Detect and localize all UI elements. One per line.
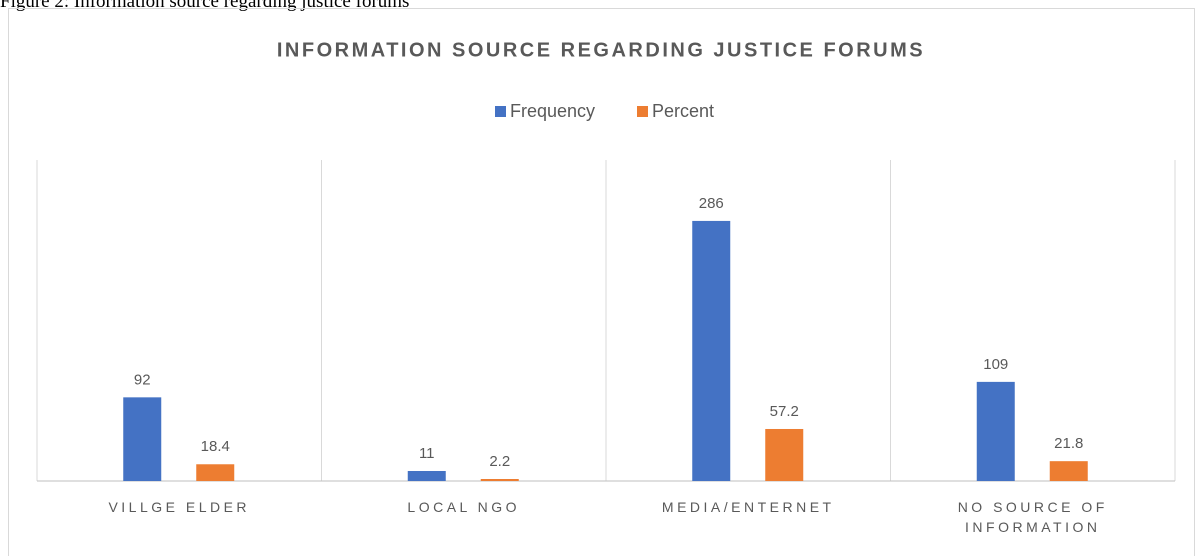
bar: [123, 397, 162, 481]
x-tick-label: VILLGE ELDER: [108, 499, 251, 515]
bar: [1049, 461, 1088, 481]
bar: [196, 464, 235, 481]
bar: [692, 220, 731, 482]
x-tick-label: NO SOURCE OF INFORMATION: [957, 499, 1108, 535]
data-label: 57.2: [770, 403, 799, 420]
data-label: 109: [983, 356, 1008, 373]
data-label: 21.8: [1054, 435, 1083, 452]
bar: [976, 381, 1015, 481]
chart-border: [8, 8, 1195, 556]
legend-label: Percent: [652, 101, 714, 121]
bar: [407, 470, 446, 481]
bar: [765, 428, 804, 481]
data-label: 286: [699, 195, 724, 212]
data-label: 92: [134, 371, 151, 388]
bar: [480, 478, 519, 481]
chart-title: INFORMATION SOURCE REGARDING JUSTICE FOR…: [277, 39, 925, 61]
legend-swatch: [637, 106, 648, 117]
x-tick-label: LOCAL NGO: [407, 499, 521, 515]
legend-swatch: [495, 106, 506, 117]
x-tick-label: MEDIA/ENTERNET: [661, 499, 835, 515]
data-label: 18.4: [201, 438, 230, 455]
data-label: 2.2: [489, 453, 510, 470]
data-label: 11: [419, 445, 435, 462]
legend-label: Frequency: [510, 101, 595, 121]
